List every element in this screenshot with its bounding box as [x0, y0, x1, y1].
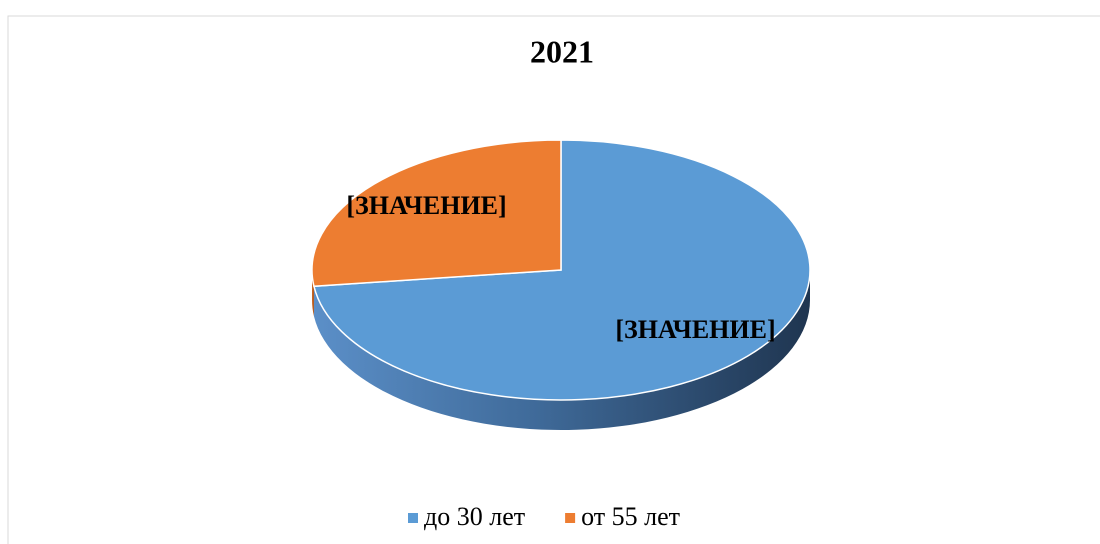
chart-title: 2021	[530, 33, 594, 69]
data-label: [ЗНАЧЕНИЕ]	[615, 315, 775, 344]
data-label: [ЗНАЧЕНИЕ]	[346, 191, 506, 220]
legend-swatch	[565, 513, 576, 523]
pie-slice	[311, 139, 562, 288]
legend-label: от 55 лет	[581, 502, 680, 531]
pie-slice	[313, 139, 811, 401]
pie-side	[313, 270, 811, 431]
legend-swatch	[408, 513, 418, 523]
legend-label: до 30 лет	[424, 502, 525, 531]
